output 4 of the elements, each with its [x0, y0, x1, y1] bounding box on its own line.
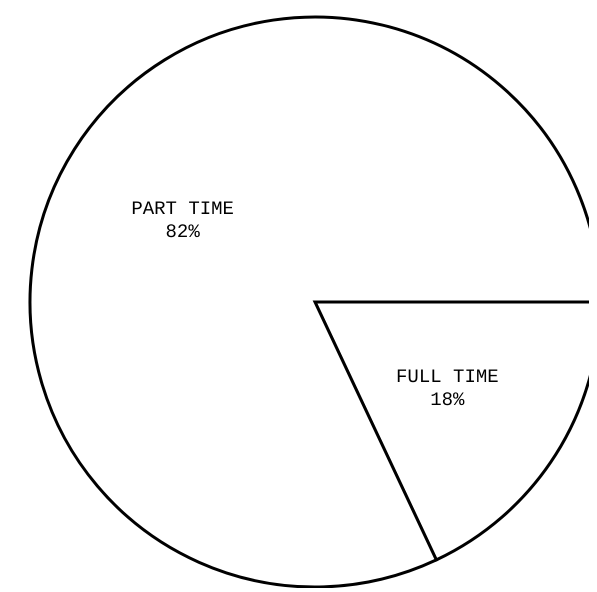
slice-label: PART TIME — [131, 198, 234, 220]
data-label: 18% — [430, 388, 466, 411]
slice-label: FULL TIME — [396, 366, 499, 388]
data-label: 82% — [166, 221, 200, 244]
